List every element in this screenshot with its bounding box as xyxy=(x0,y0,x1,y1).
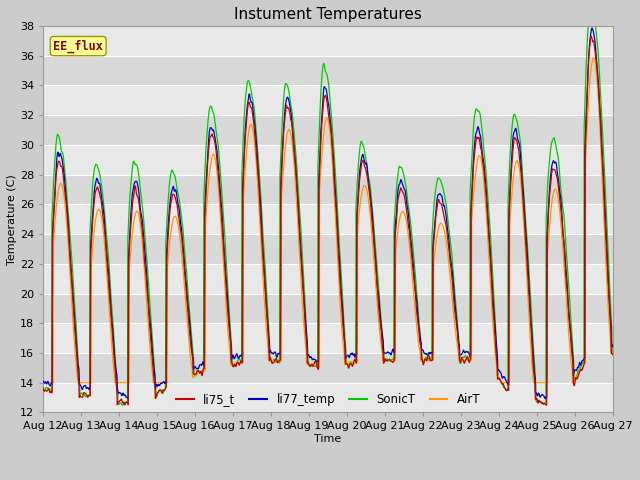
li75_t xyxy=(609,353,617,359)
SonicT xyxy=(118,402,126,408)
Line: AirT: AirT xyxy=(43,58,613,383)
Bar xyxy=(43,293,613,323)
li77_temp xyxy=(541,396,549,401)
li77_temp xyxy=(609,341,617,347)
li75_t xyxy=(494,376,502,382)
li75_t xyxy=(559,231,567,237)
li77_temp xyxy=(575,363,583,369)
AirT xyxy=(609,350,617,356)
SonicT xyxy=(198,369,206,374)
Bar xyxy=(43,56,613,85)
Text: EE_flux: EE_flux xyxy=(53,39,103,53)
Legend: li75_t, li77_temp, SonicT, AirT: li75_t, li77_temp, SonicT, AirT xyxy=(171,388,485,410)
AirT xyxy=(494,373,502,379)
AirT xyxy=(559,244,566,250)
Bar xyxy=(43,234,613,264)
Bar xyxy=(43,26,613,56)
li77_temp xyxy=(588,25,596,31)
Line: li77_temp: li77_temp xyxy=(43,28,613,398)
Bar xyxy=(43,353,613,383)
Bar xyxy=(43,85,613,115)
Y-axis label: Temperature (C): Temperature (C) xyxy=(7,174,17,264)
Bar xyxy=(43,145,613,175)
li75_t xyxy=(542,402,550,408)
AirT xyxy=(345,360,353,365)
SonicT xyxy=(575,367,583,373)
SonicT xyxy=(345,362,353,368)
AirT xyxy=(198,369,206,374)
SonicT xyxy=(559,206,567,212)
AirT xyxy=(575,371,582,377)
SonicT xyxy=(585,15,593,21)
Line: li75_t: li75_t xyxy=(43,36,613,405)
li77_temp xyxy=(198,362,206,368)
li77_temp xyxy=(345,353,353,359)
X-axis label: Time: Time xyxy=(314,434,342,444)
Bar xyxy=(43,383,613,412)
SonicT xyxy=(609,349,617,355)
AirT xyxy=(39,380,47,385)
li77_temp xyxy=(559,231,567,237)
li75_t xyxy=(198,372,206,378)
Bar xyxy=(43,323,613,353)
Bar xyxy=(43,175,613,204)
AirT xyxy=(590,55,598,61)
li77_temp xyxy=(39,378,47,384)
Line: SonicT: SonicT xyxy=(43,18,613,405)
li77_temp xyxy=(494,366,502,372)
li75_t xyxy=(588,34,595,39)
SonicT xyxy=(357,138,365,144)
li75_t xyxy=(575,371,583,376)
Bar xyxy=(43,204,613,234)
li75_t xyxy=(357,165,365,171)
li75_t xyxy=(39,385,47,391)
li77_temp xyxy=(357,158,365,164)
Bar xyxy=(43,264,613,293)
li75_t xyxy=(345,365,353,371)
AirT xyxy=(357,195,365,201)
SonicT xyxy=(494,376,502,382)
SonicT xyxy=(39,389,47,395)
Title: Instument Temperatures: Instument Temperatures xyxy=(234,7,422,22)
Bar xyxy=(43,115,613,145)
